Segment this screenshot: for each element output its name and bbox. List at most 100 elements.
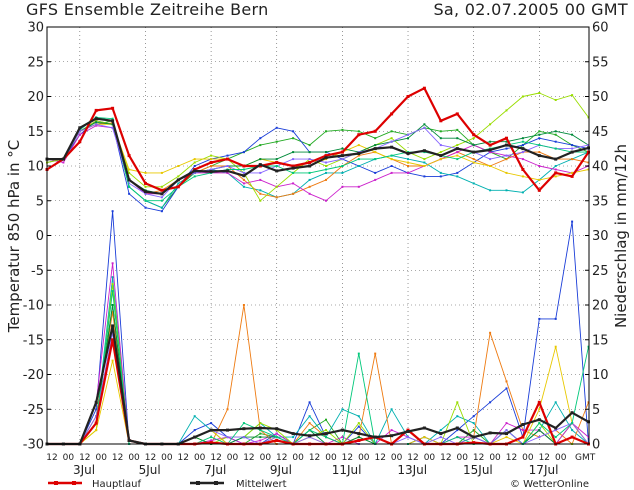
legend-marker xyxy=(214,481,218,485)
ensemble-member-12-point xyxy=(308,401,311,404)
ensemble-member-3-point xyxy=(160,206,163,209)
ensemble-member-18-point xyxy=(259,436,262,439)
ensemble-member-8-point xyxy=(554,130,557,133)
ensemble-member-4-point xyxy=(292,192,295,195)
ensemble-member-15-point xyxy=(275,432,278,435)
ensemble-member-4-point xyxy=(308,185,311,188)
ensemble-member-4-point xyxy=(407,165,409,167)
ensemble-member-16-point xyxy=(456,401,459,404)
ensemble-member-7-point xyxy=(390,158,393,161)
ensemble-member-19-point xyxy=(95,415,98,418)
ensemble-member-14-point xyxy=(505,380,508,383)
ensemble-member-5-point xyxy=(259,178,262,181)
ensemble-member-6-point xyxy=(554,99,557,101)
ensemble-member-9-point xyxy=(193,171,196,174)
x-day-label: 11Jul xyxy=(332,463,362,477)
ensemble-member-1-point xyxy=(374,137,377,140)
x-hour-tick-label: 00 xyxy=(161,453,173,463)
ensemble-member-8-point xyxy=(423,123,426,126)
ensemble-member-13-point xyxy=(472,422,475,425)
ensemble-member-2-point xyxy=(554,140,557,143)
ensemble-member-2-point xyxy=(374,171,377,174)
wetteronline-credit: © WetterOnline xyxy=(510,479,589,490)
ensemble-member-2-point xyxy=(390,165,393,167)
ensemble-member-18-point xyxy=(538,429,541,432)
hauptlauf-temp-point xyxy=(94,108,98,112)
x-hour-tick-label: 12 xyxy=(46,453,57,463)
ensemble-member-10-point xyxy=(554,147,557,150)
ensemble-member-7-point xyxy=(538,178,541,181)
ensemble-member-10-point xyxy=(521,140,524,143)
y-right-tick-label: 40 xyxy=(592,160,609,175)
hauptlauf-temp-point xyxy=(127,154,131,158)
ensemble-member-1-point xyxy=(308,144,311,147)
ensemble-member-4-point xyxy=(538,151,541,154)
ensemble-member-5-point xyxy=(78,133,81,136)
y-left-tick-label: -20 xyxy=(23,368,44,383)
ensemble-member-2-point xyxy=(160,210,163,213)
x-hour-tick-label: 00 xyxy=(424,453,436,463)
mittelwert-precip-point xyxy=(357,432,361,436)
ensemble-member-7-point xyxy=(505,171,508,174)
y-left-tick-label: 15 xyxy=(27,125,44,140)
ensemble-member-1-point xyxy=(456,128,459,131)
legend-marker xyxy=(196,481,200,485)
ensemble-member-5-point xyxy=(325,199,327,202)
ensemble-member-10-point xyxy=(292,171,295,174)
hauptlauf-temp-point xyxy=(176,185,180,189)
mittelwert-temp-point xyxy=(209,170,213,174)
hauptlauf-temp-line xyxy=(46,87,590,192)
mittelwert-precip-point xyxy=(127,439,131,442)
hauptlauf-temp-point xyxy=(570,174,574,178)
ensemble-member-2-point xyxy=(439,175,442,178)
mittelwert-precip-point xyxy=(324,432,328,436)
mittelwert-precip-point xyxy=(521,423,525,426)
hauptlauf-temp-point xyxy=(455,112,459,116)
y-right-tick-label: 15 xyxy=(592,333,609,348)
mittelwert-temp-point xyxy=(78,126,82,130)
hauptlauf-temp-point xyxy=(160,188,164,192)
ensemble-member-9-point xyxy=(341,158,344,161)
ensemble-member-8-point xyxy=(505,140,508,143)
ensemble-member-9-point xyxy=(78,130,81,133)
chart-title: GFS Ensemble Zeitreihe Bern xyxy=(26,0,269,19)
ensemble-member-7-point xyxy=(210,158,213,161)
ensemble-member-19-point xyxy=(439,436,442,439)
ensemble-member-12-point xyxy=(489,401,492,404)
ensemble-member-20-point xyxy=(210,436,213,439)
hauptlauf-temp-point xyxy=(111,106,115,110)
mittelwert-temp-point xyxy=(308,164,312,168)
ensemble-member-12-point xyxy=(111,210,114,213)
ensemble-member-20-point xyxy=(308,429,311,432)
y-right-tick-label: 0 xyxy=(592,438,600,453)
ensemble-member-9-point xyxy=(390,140,393,143)
mittelwert-temp-point xyxy=(176,178,180,182)
ensemble-member-4-point xyxy=(505,158,508,161)
x-hour-tick-label: 12 xyxy=(243,453,254,463)
ensemble-member-14-point xyxy=(111,311,114,313)
ensemble-member-11-point xyxy=(325,418,327,421)
ensemble-member-6-point xyxy=(160,185,163,188)
mittelwert-precip-point xyxy=(291,432,295,436)
ensemble-member-7-point xyxy=(177,165,180,167)
y-left-tick-label: 0 xyxy=(36,229,44,244)
run-date: Sa, 02.07.2005 00 GMT xyxy=(433,0,628,19)
ensemble-member-13-point xyxy=(193,415,196,418)
x-hour-tick-label: 12 xyxy=(342,453,353,463)
ensemble-member-5-point xyxy=(357,185,360,188)
ensemble-member-7-point xyxy=(439,158,442,161)
ensemble-member-10-point xyxy=(325,168,327,171)
hauptlauf-temp-point xyxy=(406,95,410,98)
hauptlauf-temp-point xyxy=(275,161,279,164)
ensemble-member-6-point xyxy=(210,154,213,157)
y-left-tick-label: -5 xyxy=(31,264,44,279)
ensemble-member-7-point xyxy=(423,165,426,167)
ensemble-member-2-point xyxy=(505,147,508,150)
ensemble-member-5-point xyxy=(390,171,393,174)
ensemble-member-9-point xyxy=(407,133,409,136)
mittelwert-temp-point xyxy=(537,154,541,158)
ensemble-member-9-point xyxy=(259,171,262,174)
ensemble-member-9-point xyxy=(111,126,114,129)
ensemble-member-8-point xyxy=(472,144,475,147)
